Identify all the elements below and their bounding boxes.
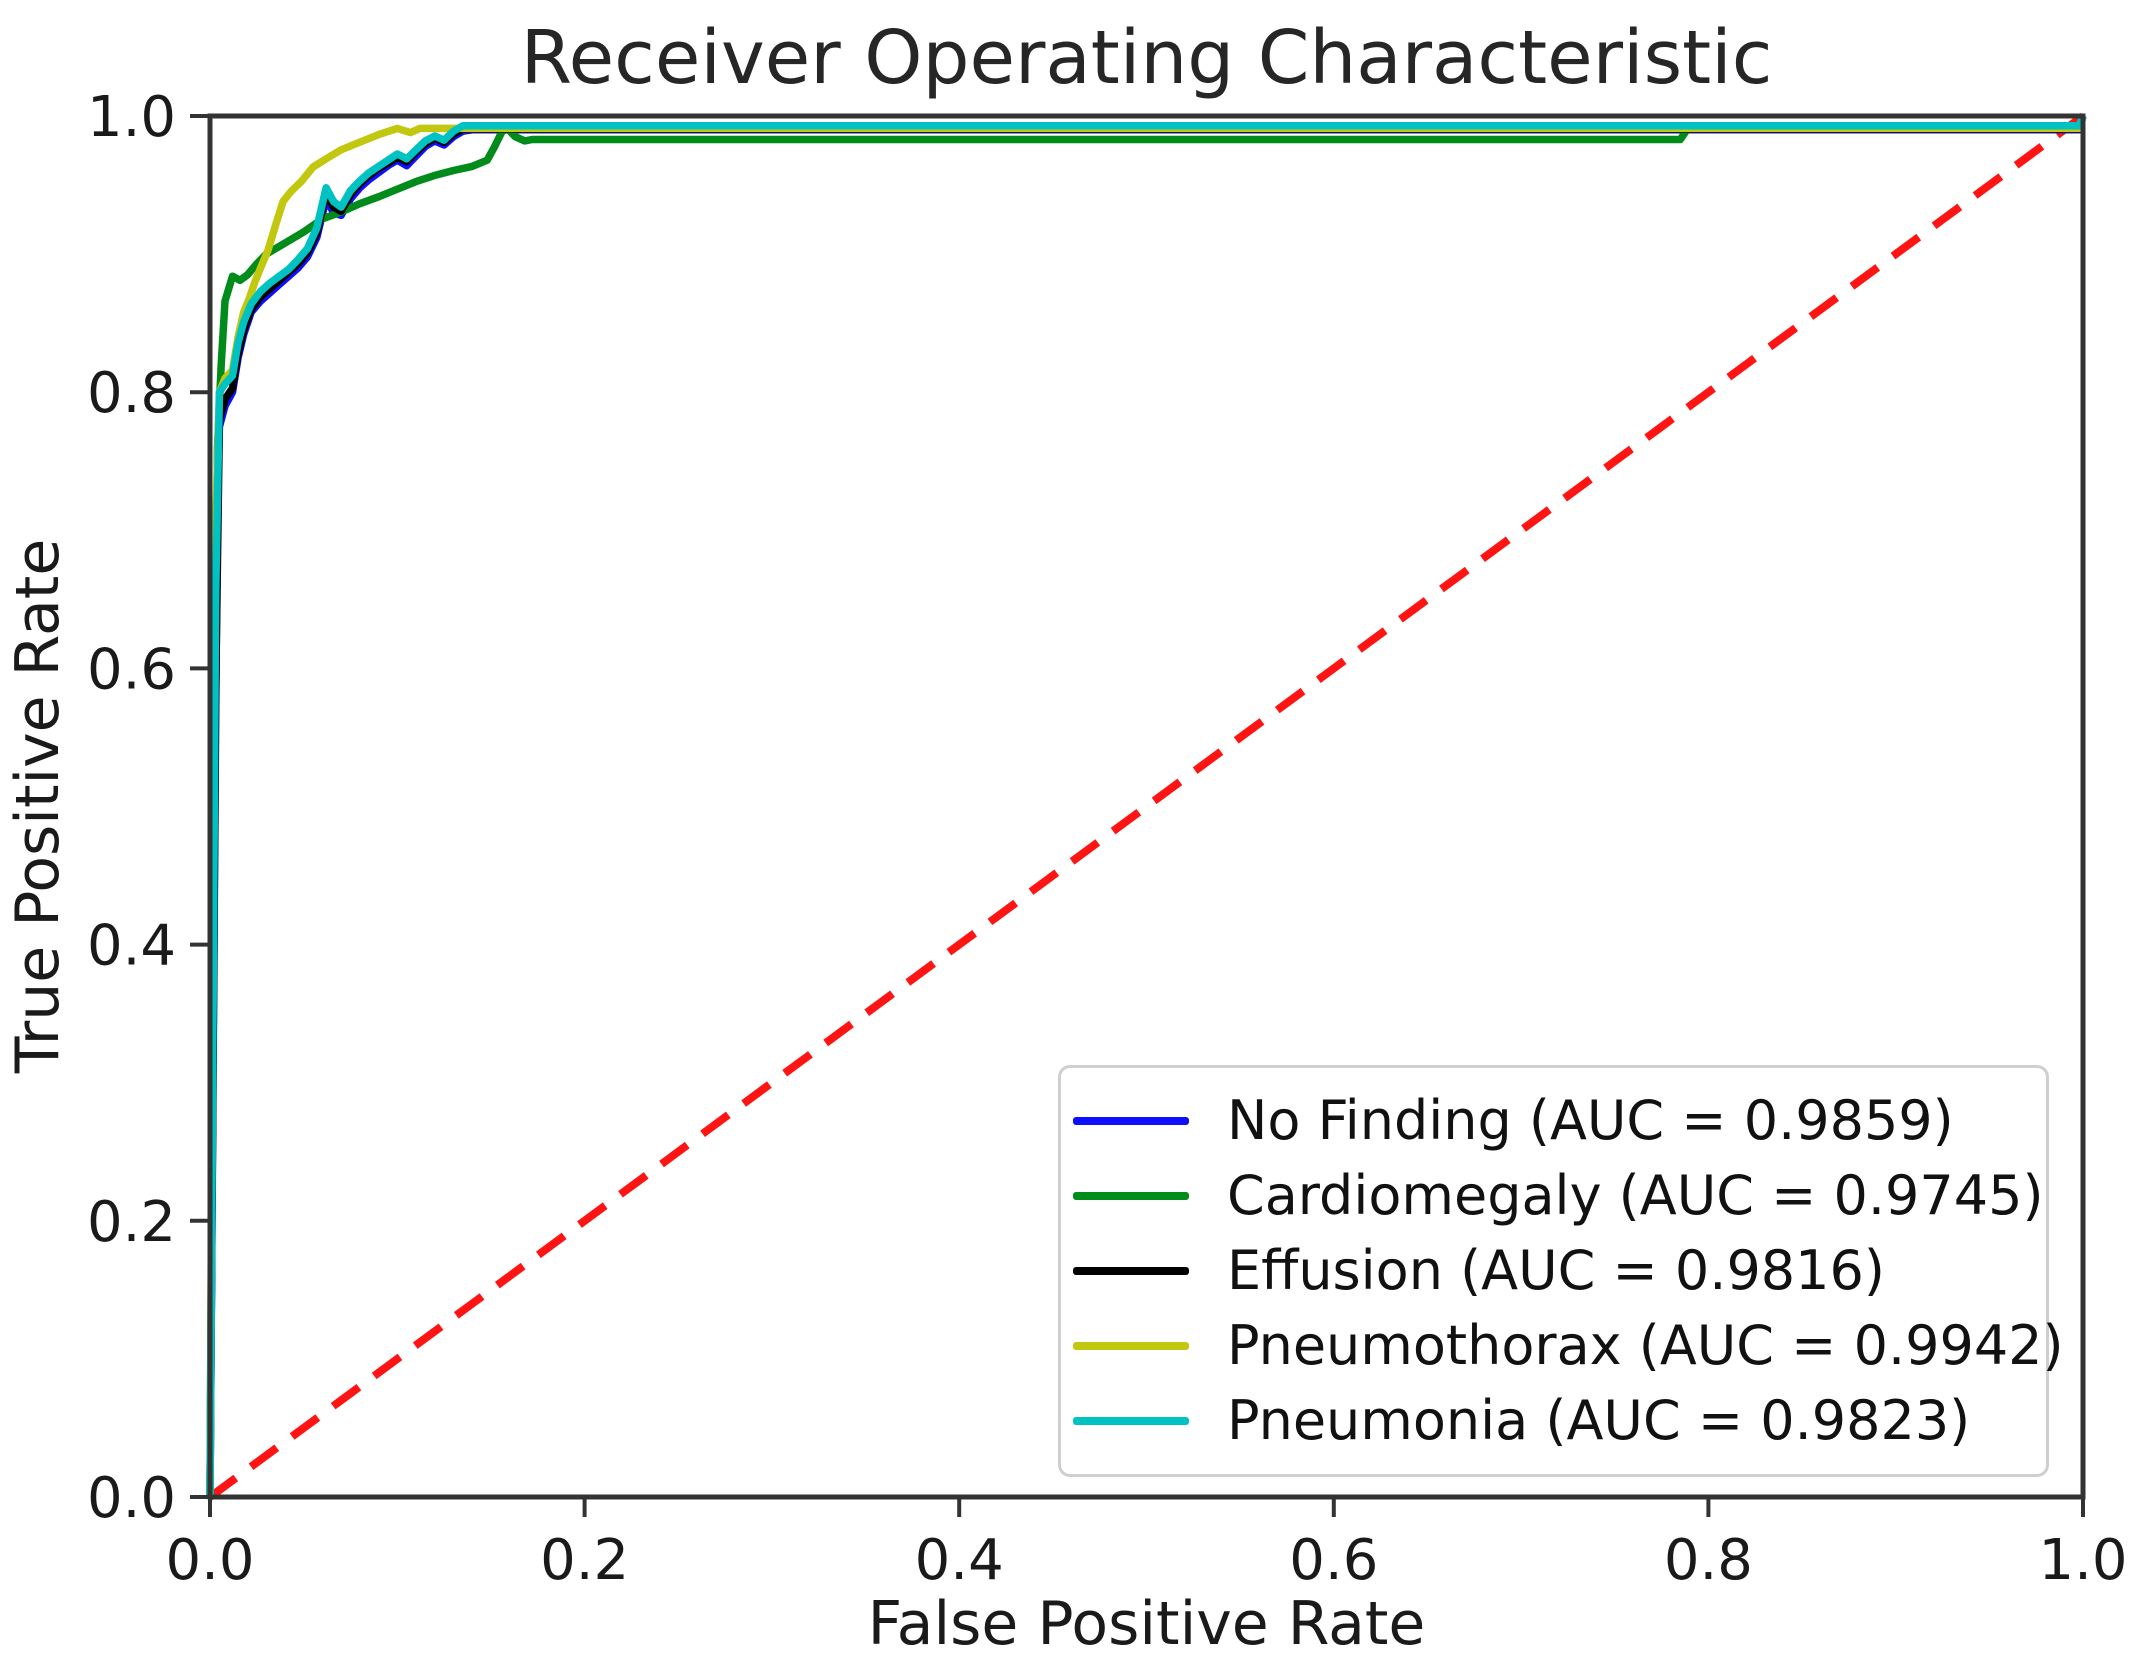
legend-swatch-cardiomegaly-icon — [1073, 1192, 1189, 1200]
legend-label: Pneumonia (AUC = 0.9823) — [1227, 1389, 1971, 1452]
x-tick-label: 0.0 — [165, 1528, 254, 1593]
x-axis-label: False Positive Rate — [867, 1589, 1426, 1659]
roc-curve-pneumonia — [206, 114, 2087, 1498]
y-tick-label: 1.0 — [87, 85, 176, 150]
legend-item-no-finding: No Finding (AUC = 0.9859) — [1073, 1094, 2028, 1148]
y-tick-label: 0.6 — [87, 637, 176, 702]
legend-item-pneumonia: Pneumonia (AUC = 0.9823) — [1073, 1394, 2028, 1448]
legend-swatch-pneumothorax-icon — [1073, 1342, 1189, 1350]
legend-label: No Finding (AUC = 0.9859) — [1227, 1089, 1954, 1152]
x-tick-label: 0.8 — [1664, 1528, 1753, 1593]
chart-title: Receiver Operating Characteristic — [520, 15, 1773, 101]
axes-spines — [207, 113, 2086, 1500]
legend-swatch-effusion-icon — [1073, 1267, 1189, 1275]
legend: No Finding (AUC = 0.9859) Cardiomegaly (… — [1058, 1065, 2064, 1477]
roc-curve-cardiomegaly — [206, 114, 2087, 1498]
legend-item-effusion: Effusion (AUC = 0.9816) — [1073, 1244, 2028, 1298]
legend-label: Effusion (AUC = 0.9816) — [1227, 1239, 1885, 1302]
legend-swatch-no-finding-icon — [1073, 1117, 1189, 1125]
x-tick-label: 0.2 — [540, 1528, 629, 1593]
reference-diagonal-line — [207, 112, 2086, 1501]
x-tick-label: 1.0 — [2038, 1528, 2127, 1593]
y-tick-label: 0.4 — [87, 914, 176, 979]
legend-swatch-pneumonia-icon — [1073, 1417, 1189, 1425]
y-tick-label: 0.2 — [87, 1190, 176, 1255]
legend-label: Pneumothorax (AUC = 0.9942) — [1227, 1314, 2064, 1377]
x-tick-label: 0.4 — [915, 1528, 1004, 1593]
x-tick-label: 0.6 — [1289, 1528, 1378, 1593]
legend-item-cardiomegaly: Cardiomegaly (AUC = 0.9745) — [1073, 1169, 2044, 1223]
legend-label: Cardiomegaly (AUC = 0.9745) — [1227, 1164, 2044, 1227]
y-tick-label: 0.0 — [87, 1466, 176, 1531]
y-axis-label: True Positive Rate — [3, 538, 73, 1074]
y-tick-label: 0.8 — [87, 361, 176, 426]
legend-item-pneumothorax: Pneumothorax (AUC = 0.9942) — [1073, 1319, 2064, 1373]
